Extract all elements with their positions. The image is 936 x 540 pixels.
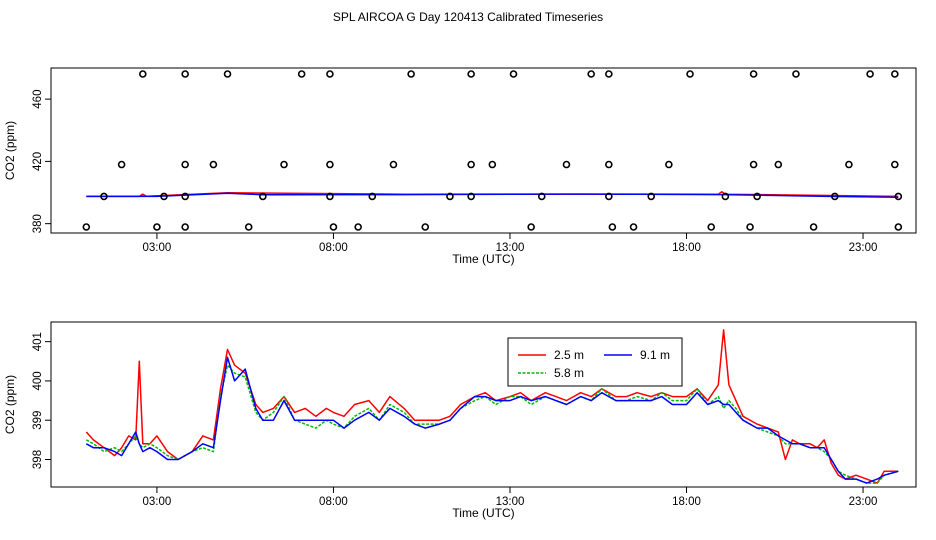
top-calibration-point bbox=[407, 70, 415, 78]
top-calibration-point bbox=[537, 192, 546, 201]
top-plot-area bbox=[86, 191, 899, 198]
top-calibration-point bbox=[686, 70, 694, 78]
top-calibration-point bbox=[894, 223, 903, 231]
bottom-y-axis-label: CO2 (ppm) bbox=[3, 375, 17, 434]
top-calibration-point bbox=[891, 160, 899, 169]
bottom-plot-area bbox=[85, 329, 899, 484]
top-calibration-point bbox=[421, 223, 430, 231]
top-calibration-point bbox=[138, 70, 147, 78]
bottom-y-tick-label: 401 bbox=[32, 332, 44, 351]
top-calibration-point bbox=[509, 70, 518, 78]
bottom-y-tick-label: 400 bbox=[32, 371, 44, 390]
bottom-plot-frame bbox=[50, 321, 917, 488]
top-calibration-point bbox=[280, 160, 288, 169]
top-x-axis-label: Time (UTC) bbox=[452, 252, 514, 266]
top-calibration-point bbox=[259, 192, 267, 201]
top-calibration-point bbox=[665, 160, 673, 169]
top-calibration-point bbox=[707, 223, 716, 231]
top-calibration-point bbox=[488, 160, 497, 169]
bottom-panel: 03:00 08:00 13:00 18:00 23:00 398 399 400 401 Tim… bbox=[3, 321, 917, 520]
top-calibration-point bbox=[605, 192, 613, 201]
top-calibration-point bbox=[647, 192, 656, 201]
top-calibration-point bbox=[326, 70, 334, 78]
top-calibration-point bbox=[326, 192, 334, 201]
top-calibration-point bbox=[527, 223, 535, 231]
top-series-9-1-m bbox=[86, 192, 899, 198]
top-calibration-point bbox=[446, 192, 454, 201]
top-calibration-point bbox=[845, 160, 853, 169]
legend-box bbox=[507, 337, 683, 387]
legend: 2.5 m 5.8 m 9.1 m bbox=[507, 337, 683, 387]
top-calibration-point bbox=[792, 70, 800, 78]
top-calibration-point bbox=[605, 70, 613, 78]
top-calibration-point bbox=[749, 160, 758, 169]
top-y-tick-label: 380 bbox=[32, 214, 44, 233]
top-calibration-point bbox=[753, 192, 761, 201]
top-calibration-point bbox=[244, 223, 253, 231]
bottom-x-tick-label: 13:00 bbox=[496, 496, 525, 508]
top-calibration-point bbox=[181, 223, 189, 231]
top-y-tick-label: 460 bbox=[32, 90, 44, 109]
top-calibration-point bbox=[326, 160, 334, 169]
top-calibration-point bbox=[721, 192, 730, 201]
top-calibration-point bbox=[774, 160, 783, 169]
top-calibration-point bbox=[354, 223, 362, 231]
legend-label: 5.8 m bbox=[554, 366, 584, 380]
top-calibration-point bbox=[605, 160, 613, 169]
top-calibration-point bbox=[160, 192, 168, 201]
top-calibration-point bbox=[587, 70, 595, 78]
top-calibration-point bbox=[749, 70, 758, 78]
top-calibration-point bbox=[153, 223, 161, 231]
top-x-tick-label: 03:00 bbox=[143, 242, 172, 254]
bottom-x-tick-label: 23:00 bbox=[849, 496, 878, 508]
top-calibration-point bbox=[894, 192, 903, 201]
bottom-x-tick-label: 03:00 bbox=[143, 496, 172, 508]
legend-label: 2.5 m bbox=[554, 348, 584, 362]
top-calibration-point bbox=[329, 223, 338, 231]
top-calibration-point bbox=[608, 223, 617, 231]
top-calibration-point bbox=[117, 160, 126, 169]
top-x-tick-label: 08:00 bbox=[319, 242, 348, 254]
top-calibration-point bbox=[467, 70, 475, 78]
top-calibration-point bbox=[746, 223, 754, 231]
top-calibration-point bbox=[181, 70, 189, 78]
bottom-y-tick-label: 399 bbox=[32, 411, 44, 430]
top-calibration-point bbox=[629, 223, 638, 231]
top-calibration-point bbox=[389, 160, 398, 169]
top-calibration-point bbox=[467, 192, 475, 201]
top-calibration-point bbox=[181, 192, 189, 201]
bottom-series-2-5-m bbox=[85, 329, 899, 484]
top-x-tick-label: 13:00 bbox=[496, 242, 525, 254]
top-calibration-point bbox=[368, 192, 377, 201]
top-x-tick-label: 18:00 bbox=[672, 242, 701, 254]
top-calibration-point bbox=[562, 160, 571, 169]
bottom-y-tick-label: 398 bbox=[32, 450, 44, 469]
top-calibration-point bbox=[467, 160, 475, 169]
bottom-x-tick-label: 08:00 bbox=[319, 496, 348, 508]
top-calibration-point bbox=[830, 192, 839, 201]
top-calibration-point bbox=[181, 160, 189, 169]
top-calibration-point bbox=[209, 160, 218, 169]
top-y-axis-label: CO2 (ppm) bbox=[3, 121, 17, 180]
bottom-x-axis-label: Time (UTC) bbox=[452, 506, 514, 520]
top-calibration-point bbox=[809, 223, 818, 231]
bottom-series-9-1-m bbox=[85, 356, 899, 484]
legend-label: 9.1 m bbox=[640, 348, 670, 362]
bottom-x-tick-label: 18:00 bbox=[672, 496, 701, 508]
top-plot-frame bbox=[50, 67, 917, 234]
top-calibration-point bbox=[223, 70, 232, 78]
top-calibration-point bbox=[100, 192, 108, 201]
top-x-tick-label: 23:00 bbox=[849, 242, 878, 254]
top-y-tick-label: 420 bbox=[32, 152, 44, 171]
chart-title: SPL AIRCOA G Day 120413 Calibrated Times… bbox=[333, 10, 603, 24]
top-panel: 03:00 08:00 13:00 18:00 23:00 380 420 460 Time (… bbox=[3, 67, 917, 266]
top-calibration-point bbox=[297, 70, 306, 78]
top-calibration-point bbox=[891, 70, 899, 78]
top-calibration-point bbox=[866, 70, 874, 78]
top-calibration-point bbox=[82, 223, 91, 231]
